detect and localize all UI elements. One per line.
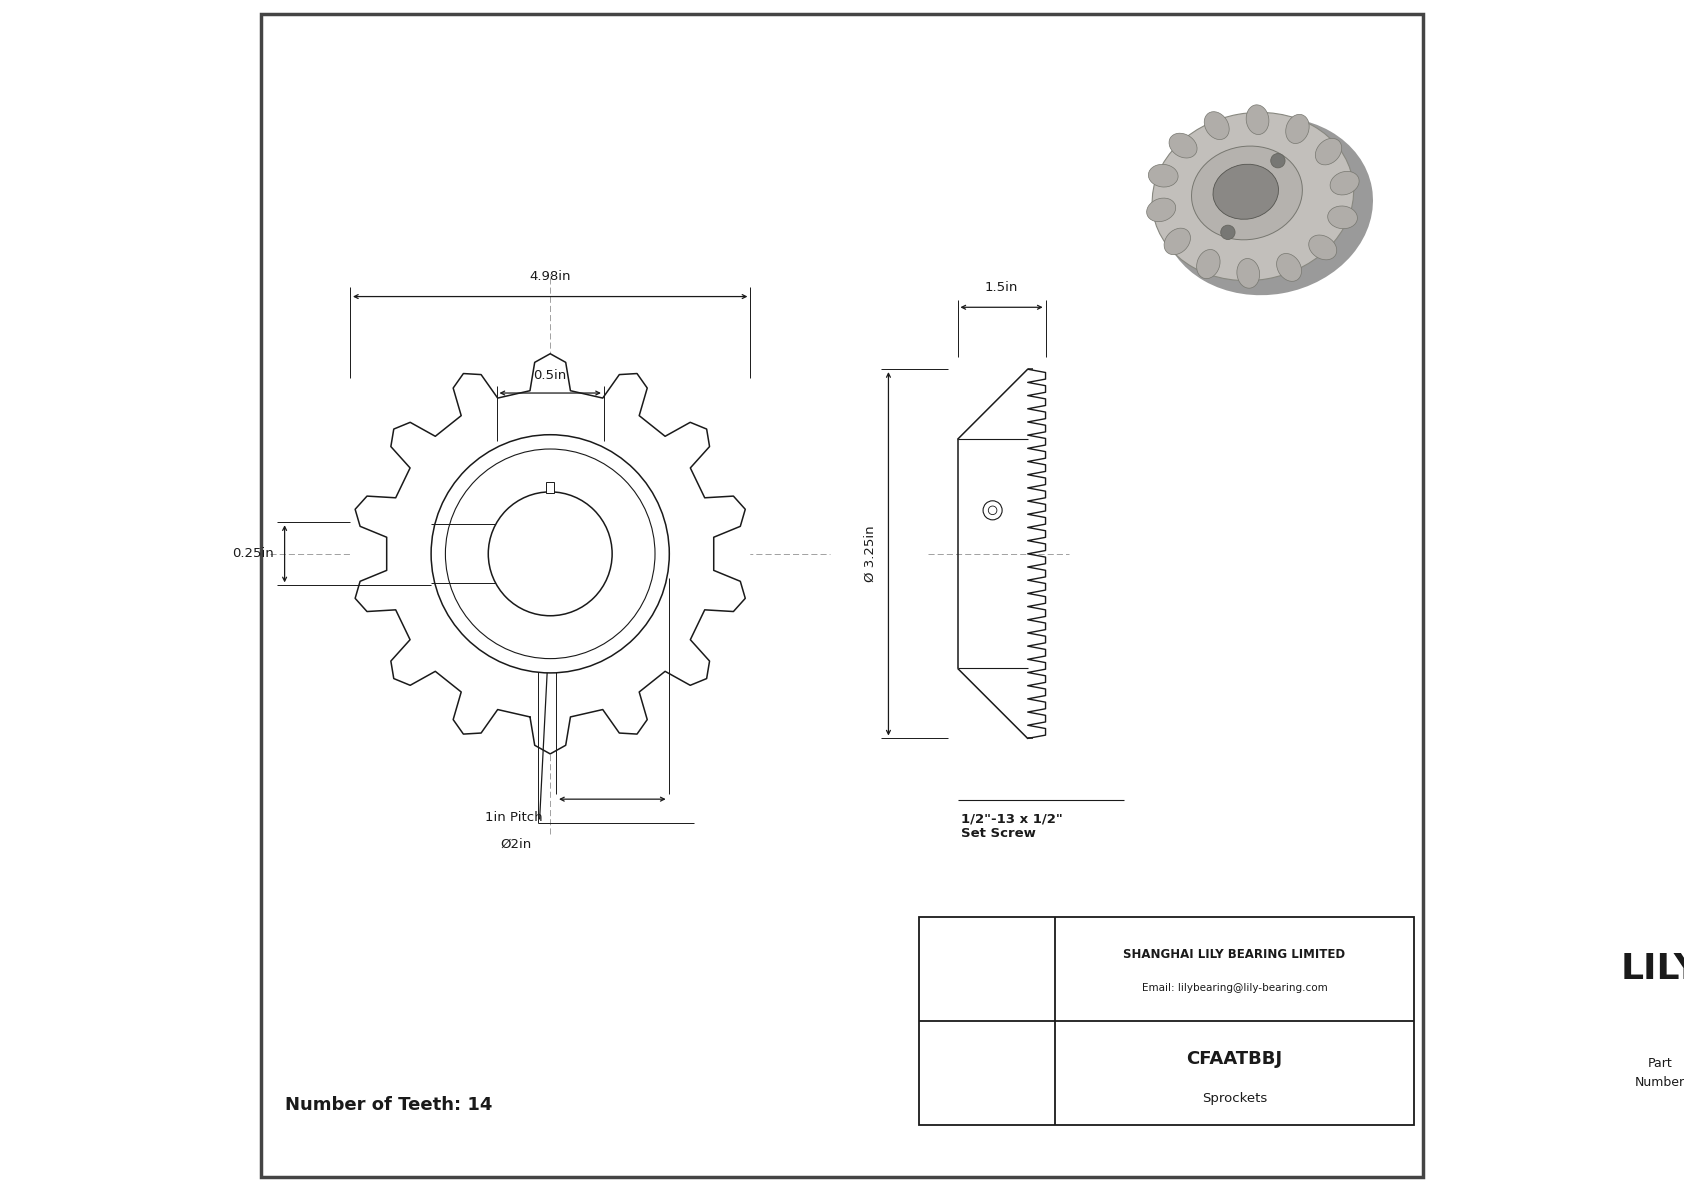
Text: 1in Pitch: 1in Pitch <box>485 811 542 824</box>
Bar <box>919 917 1413 1125</box>
Text: 0.5in: 0.5in <box>534 369 568 382</box>
Text: CFAATBBJ: CFAATBBJ <box>1187 1049 1283 1068</box>
Text: LILY: LILY <box>1620 952 1684 986</box>
Text: Sprockets: Sprockets <box>1202 1092 1266 1105</box>
Ellipse shape <box>1169 133 1197 158</box>
Circle shape <box>350 354 751 754</box>
Ellipse shape <box>1285 114 1308 143</box>
Text: 1.5in: 1.5in <box>985 281 1019 294</box>
Text: Email: lilybearing@lily-bearing.com: Email: lilybearing@lily-bearing.com <box>1142 983 1327 993</box>
Ellipse shape <box>1330 172 1359 195</box>
Ellipse shape <box>1148 164 1179 187</box>
Text: Ø 3.25in: Ø 3.25in <box>864 525 877 582</box>
Ellipse shape <box>1164 229 1191 255</box>
Ellipse shape <box>1236 258 1260 288</box>
Circle shape <box>488 492 613 616</box>
Ellipse shape <box>1197 250 1221 279</box>
Text: Ø2in: Ø2in <box>500 837 532 850</box>
Circle shape <box>1221 225 1234 239</box>
Bar <box>546 482 554 493</box>
Ellipse shape <box>1327 206 1357 229</box>
Text: Part
Number: Part Number <box>1635 1058 1684 1090</box>
Circle shape <box>1271 154 1285 168</box>
Text: 1/2"-13 x 1/2"
Set Screw: 1/2"-13 x 1/2" Set Screw <box>962 812 1063 841</box>
Circle shape <box>431 435 669 673</box>
Text: SHANGHAI LILY BEARING LIMITED: SHANGHAI LILY BEARING LIMITED <box>1123 948 1346 961</box>
Ellipse shape <box>1152 112 1354 281</box>
Ellipse shape <box>1308 235 1337 260</box>
Text: 0.25in: 0.25in <box>232 548 274 560</box>
Ellipse shape <box>1147 198 1175 222</box>
Text: Number of Teeth: 14: Number of Teeth: 14 <box>285 1096 492 1115</box>
Text: 4.98in: 4.98in <box>529 270 571 283</box>
Ellipse shape <box>1162 117 1372 295</box>
Ellipse shape <box>1192 146 1302 239</box>
Ellipse shape <box>1212 164 1278 219</box>
Ellipse shape <box>1204 112 1229 139</box>
Ellipse shape <box>1276 254 1302 281</box>
Ellipse shape <box>1315 138 1342 164</box>
Ellipse shape <box>1246 105 1270 135</box>
